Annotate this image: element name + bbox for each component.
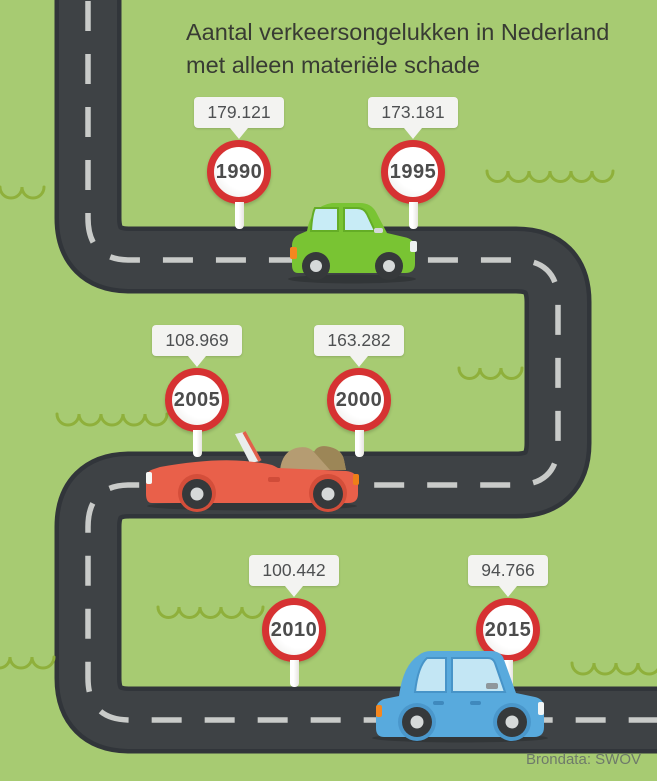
grass-squiggle-3 (457, 366, 524, 380)
green-car-rear-hub (310, 260, 322, 272)
year-label-1995: 1995 (389, 160, 437, 183)
green-car-head-light (410, 241, 417, 252)
value-bubble-1995: 173.181 (368, 97, 458, 128)
sign-pole-2000 (354, 430, 364, 457)
blue-car-rear-hub (410, 715, 424, 729)
blue-car-front-hub (505, 715, 519, 729)
green-car-rear-window (309, 207, 339, 232)
year-sign-2010: 100.442 2010 (234, 555, 354, 687)
red-car-front-arch (178, 474, 216, 512)
year-label-2015: 2015 (484, 618, 532, 641)
red-car-rear-wheel (313, 479, 343, 509)
grass-squiggle-7 (570, 661, 657, 676)
red-car-head-light (146, 472, 152, 484)
red-car-door-handle (268, 477, 280, 482)
blue-car-shadow (372, 733, 548, 743)
red-car-shadow (147, 501, 357, 511)
value-bubble-2010: 100.442 (249, 555, 339, 586)
blue-car-front-arch (493, 703, 531, 741)
value-bubble-1990: 179.121 (194, 97, 284, 128)
road-sign-circle-1995: 1995 (381, 140, 445, 204)
year-sign-1990: 179.121 1990 (179, 97, 299, 229)
red-car-rear-hub (321, 487, 335, 501)
green-car-tail-light (290, 247, 297, 259)
grass-squiggle-5 (0, 655, 56, 670)
year-label-2005: 2005 (173, 388, 221, 411)
sign-pole-1995 (408, 202, 418, 229)
red-car-body (146, 460, 358, 503)
year-label-2000: 2000 (335, 388, 383, 411)
road-sign-circle-2005: 2005 (165, 368, 229, 432)
source-credit: Brondata: SWOV (525, 751, 641, 768)
blue-car-tail-light (376, 705, 382, 717)
road-sign-circle-2015: 2015 (476, 598, 540, 662)
blue-car-front-door-handle (470, 701, 481, 705)
year-sign-2015: 94.766 2015 (448, 555, 568, 687)
year-label-2010: 2010 (270, 618, 318, 641)
year-label-1990: 1990 (215, 160, 263, 183)
chart-title: Aantal verkeersongelukken in Nederland m… (186, 16, 609, 82)
blue-car-rear-wheel (402, 707, 432, 737)
blue-car-front-wheel (497, 707, 527, 737)
blue-car-rear-window (413, 657, 447, 693)
chart-title-line1: Aantal verkeersongelukken in Nederland (186, 19, 610, 45)
green-car-rear-wheel (302, 252, 330, 280)
road-sign-circle-2010: 2010 (262, 598, 326, 662)
value-bubble-2000: 163.282 (314, 325, 404, 356)
green-car-shadow (288, 274, 416, 284)
road-sign-circle-2000: 2000 (327, 368, 391, 432)
blue-car-rear-door-handle (433, 701, 444, 705)
road-sign-circle-1990: 1990 (207, 140, 271, 204)
blue-car-rear-arch (398, 703, 436, 741)
green-car-front-hub (383, 260, 395, 272)
red-car-rear-arch (309, 474, 347, 512)
grass-squiggle-1 (0, 185, 46, 200)
red-car-front-hub (190, 487, 204, 501)
red-car-front-wheel (182, 479, 212, 509)
year-sign-2000: 163.282 2000 (299, 325, 419, 457)
chart-title-line2: met alleen materiële schade (186, 52, 480, 78)
green-car-front-wheel (375, 252, 403, 280)
sign-pole-2010 (289, 660, 299, 687)
blue-car-head-light (538, 702, 544, 715)
year-sign-2005: 108.969 2005 (137, 325, 257, 457)
sign-pole-1990 (234, 202, 244, 229)
grass-squiggle-2 (485, 169, 615, 183)
sign-pole-2015 (503, 660, 513, 687)
sign-pole-2005 (192, 430, 202, 457)
red-car-tail-light (353, 474, 359, 485)
year-sign-1995: 173.181 1995 (353, 97, 473, 229)
value-bubble-2005: 108.969 (152, 325, 242, 356)
value-bubble-2015: 94.766 (468, 555, 548, 586)
